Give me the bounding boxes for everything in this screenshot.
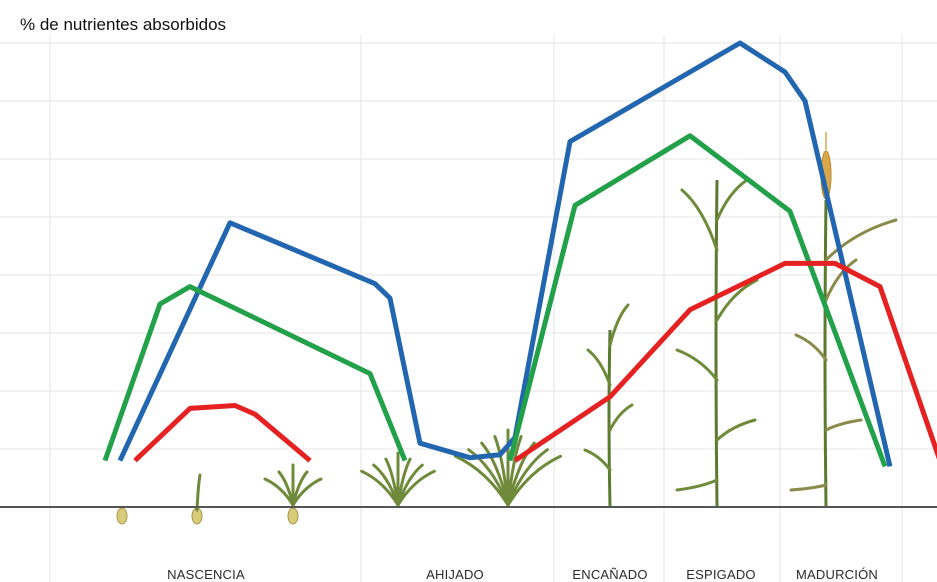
stage-label: ESPIGADO (686, 567, 756, 582)
mature-leaf-icon (824, 418, 863, 432)
grid (0, 35, 937, 582)
mature-leaf-icon (824, 218, 898, 262)
heading-leaf-icon (715, 278, 759, 322)
tillering-plant-icon (506, 454, 562, 507)
heading-leaf-icon (675, 348, 719, 382)
heading-leaf-icon (715, 178, 749, 222)
stem-leaf-icon (583, 448, 612, 472)
seedling-icon (291, 477, 323, 507)
series-lines (102, 40, 937, 468)
seed-icon (287, 507, 299, 525)
series-line (133, 403, 312, 463)
mature-leaf-icon (789, 483, 828, 492)
seed-icon (116, 507, 128, 525)
heading-leaf-icon (680, 188, 719, 252)
stage-label: MADURCIÓN (796, 567, 878, 582)
series-line (513, 260, 937, 463)
stage-labels: NASCENCIA AHIJADO ENCAÑADO ESPIGADO MADURCIÓ… (167, 567, 878, 582)
stage-label: AHIJADO (426, 567, 484, 582)
mature-plant-icon (823, 199, 828, 508)
stem-leaf-icon (608, 303, 630, 347)
mature-leaf-icon (794, 333, 828, 362)
stem-plant-icon (607, 329, 612, 508)
stage-label: NASCENCIA (167, 567, 245, 582)
heading-leaf-icon (675, 478, 719, 492)
stem-leaf-icon (586, 348, 612, 387)
series-line (117, 40, 893, 467)
series-line (507, 133, 888, 468)
heading-plant-icon (714, 179, 719, 508)
plant-illustrations (116, 132, 898, 525)
y-axis-label: % de nutrientes absorbidos (20, 15, 226, 34)
mature-leaf-icon (824, 258, 858, 302)
stem-leaf-icon (608, 403, 634, 432)
series-line (102, 284, 408, 462)
tillering-plant-icon (396, 469, 436, 507)
sprout-icon (195, 473, 202, 512)
heading-leaf-icon (715, 418, 757, 442)
stage-label: ENCAÑADO (572, 567, 647, 582)
